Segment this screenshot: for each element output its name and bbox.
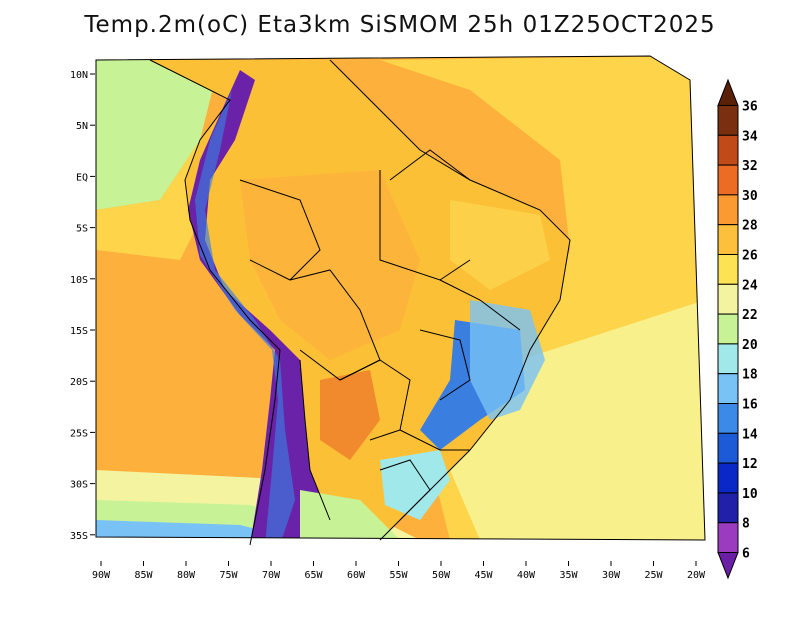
lon-label: 30W bbox=[602, 570, 621, 581]
axis-ticks bbox=[90, 73, 697, 566]
andes-edge bbox=[195, 90, 295, 540]
border-paraguay bbox=[339, 359, 411, 441]
northeast-warm bbox=[450, 200, 550, 290]
colorbar: 6 8 10 12 14 16 18 20 22 24 26 28 30 32 34 36 bbox=[717, 78, 758, 580]
colorbar-label: 30 bbox=[742, 189, 758, 204]
colorbar-segment bbox=[717, 462, 739, 494]
ocean-northwest-mid bbox=[96, 140, 210, 260]
lon-label: 45W bbox=[474, 570, 493, 581]
lat-label: 5N bbox=[76, 121, 88, 132]
colorbar-segment bbox=[717, 224, 739, 255]
lat-label: 30S bbox=[70, 480, 88, 491]
borders bbox=[149, 59, 571, 546]
colorbar-label: 6 bbox=[742, 547, 750, 562]
lon-label: 50W bbox=[432, 570, 451, 581]
colorbar-segment bbox=[717, 313, 739, 345]
border-uruguay bbox=[379, 459, 431, 521]
lon-label: 40W bbox=[517, 570, 536, 581]
southeast-highlands-light bbox=[470, 300, 545, 420]
colorbar-label: 22 bbox=[742, 308, 758, 323]
colorbar-label: 12 bbox=[742, 457, 758, 472]
border-brazil-states-2 bbox=[439, 279, 521, 331]
temperature-field bbox=[96, 56, 705, 540]
border-bolivia bbox=[289, 269, 381, 381]
colorbar-bottom-arrow bbox=[717, 552, 739, 580]
colorbar-label: 16 bbox=[742, 398, 758, 413]
lon-label: 80W bbox=[177, 570, 196, 581]
andes-band bbox=[188, 70, 330, 540]
colorbar-label: 34 bbox=[742, 129, 758, 144]
lon-label: 60W bbox=[347, 570, 366, 581]
lon-label: 55W bbox=[389, 570, 408, 581]
lon-label: 25W bbox=[644, 570, 663, 581]
border-peru-brazil bbox=[239, 179, 321, 281]
patagonia-coast-cool bbox=[300, 490, 400, 540]
lon-label: 85W bbox=[134, 570, 153, 581]
border-argentina-chile bbox=[299, 359, 331, 521]
coastline bbox=[149, 59, 281, 546]
colorbar-segment bbox=[717, 253, 739, 285]
border-brazil-states-1 bbox=[389, 149, 471, 181]
colorbar-label: 8 bbox=[742, 517, 750, 532]
colorbar-segment bbox=[717, 492, 739, 524]
colorbar-label: 28 bbox=[742, 219, 758, 234]
lat-label: 10N bbox=[70, 70, 88, 81]
colorbar-segment bbox=[717, 194, 739, 226]
lat-label: 20S bbox=[70, 377, 88, 388]
lat-label: 15S bbox=[70, 326, 88, 337]
ocean-south-coldest bbox=[96, 520, 300, 540]
colorbar-top-arrow bbox=[717, 78, 739, 106]
colorbar-segment bbox=[717, 164, 739, 196]
colorbar-label: 36 bbox=[742, 99, 758, 114]
colorbar-segment bbox=[717, 432, 739, 464]
colorbar-segment bbox=[717, 283, 739, 315]
lon-label: 35W bbox=[559, 570, 578, 581]
colorbar-label: 10 bbox=[742, 487, 758, 502]
lon-label: 20W bbox=[687, 570, 706, 581]
colorbar-segment bbox=[717, 343, 739, 375]
longitude-labels: 90W 85W 80W 75W 70W 65W 60W 55W 50W 45W 40W 35W 30W 2… bbox=[92, 570, 706, 581]
colorbar-label: 32 bbox=[742, 159, 758, 174]
colorbar-label: 24 bbox=[742, 278, 758, 293]
interior-warm bbox=[240, 170, 420, 360]
colorbar-segment bbox=[717, 522, 739, 554]
ocean-east-cool bbox=[450, 300, 705, 540]
lon-label: 90W bbox=[92, 570, 111, 581]
colorbar-label: 14 bbox=[742, 427, 758, 442]
colorbar-label: 20 bbox=[742, 338, 758, 353]
map-title: Temp.2m(oC) Eta3km SiSMOM 25h 01Z25OCT20… bbox=[84, 12, 716, 38]
colorbar-label: 18 bbox=[742, 368, 758, 383]
lon-label: 75W bbox=[219, 570, 238, 581]
colorbar-segment bbox=[717, 373, 739, 405]
lat-label: 25S bbox=[70, 428, 88, 439]
colorbar-segment bbox=[717, 134, 739, 166]
colorbar-label: 26 bbox=[742, 248, 758, 263]
border-brazil-states-4 bbox=[399, 429, 470, 451]
lat-label: EQ bbox=[76, 172, 88, 183]
chaco-hot bbox=[320, 370, 380, 460]
lat-label: 5S bbox=[76, 224, 88, 235]
border-brazil-west bbox=[379, 170, 471, 281]
lat-label: 10S bbox=[70, 275, 88, 286]
domain-outline bbox=[95, 55, 706, 541]
ocean-northwest-cool bbox=[96, 60, 220, 210]
south-brazil-cool bbox=[380, 450, 450, 520]
colorbar-segment bbox=[717, 104, 739, 136]
lon-label: 65W bbox=[304, 570, 323, 581]
lat-label: 35S bbox=[70, 531, 88, 542]
lon-label: 70W bbox=[262, 570, 281, 581]
colorbar-segment bbox=[717, 403, 739, 434]
latitude-labels: 10N 5N EQ 5S 10S 15S 20S 25S 30S 35S bbox=[70, 70, 88, 542]
border-brazil-states-3 bbox=[419, 329, 471, 401]
